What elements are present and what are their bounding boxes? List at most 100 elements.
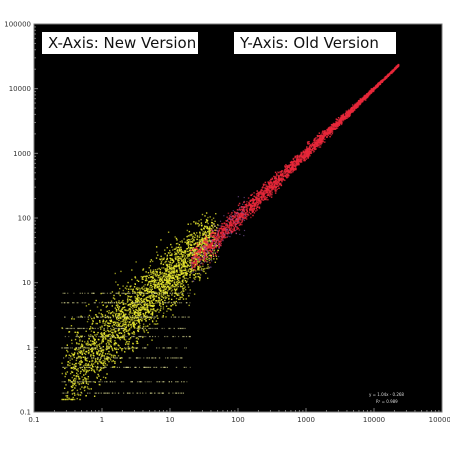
scatter-point-band xyxy=(111,381,113,383)
scatter-point-new xyxy=(172,286,174,288)
scatter-point-new xyxy=(178,249,181,251)
scatter-point-new xyxy=(148,267,150,269)
scatter-point-new xyxy=(130,295,133,298)
scatter-point-new xyxy=(69,364,71,367)
scatter-point-new xyxy=(120,361,122,363)
scatter-point-new xyxy=(177,242,179,245)
scatter-point-new xyxy=(159,290,162,292)
scatter-point-old xyxy=(255,202,258,205)
scatter-point-band xyxy=(165,302,167,304)
scatter-point-new xyxy=(214,242,216,245)
scatter-point-new xyxy=(87,340,89,342)
scatter-point-new xyxy=(207,251,209,253)
scatter-point-new xyxy=(155,275,157,277)
scatter-point-old xyxy=(221,233,223,235)
scatter-point-band xyxy=(152,316,154,318)
scatter-point-new xyxy=(142,269,144,271)
scatter-point-band xyxy=(89,335,91,338)
scatter-point-new xyxy=(180,292,182,294)
scatter-point-new xyxy=(204,232,206,234)
scatter-point-new xyxy=(135,301,137,303)
scatter-point-new xyxy=(147,331,149,334)
scatter-point-new xyxy=(195,272,197,275)
scatter-point-new xyxy=(106,355,108,358)
scatter-point-old xyxy=(220,233,222,235)
scatter-point-new xyxy=(186,262,188,265)
scatter-point-band xyxy=(76,302,78,304)
scatter-point-band xyxy=(110,292,112,294)
scatter-point-band xyxy=(189,366,191,368)
scatter-point-new xyxy=(141,291,144,294)
scatter-point-new xyxy=(181,240,183,242)
scatter-point-new xyxy=(82,347,84,349)
scatter-point-new xyxy=(96,346,98,348)
scatter-point-new xyxy=(162,281,164,284)
scatter-point-new xyxy=(110,300,113,302)
scatter-point-new xyxy=(198,248,201,251)
scatter-point-band xyxy=(81,381,83,383)
scatter-point-new xyxy=(183,269,185,272)
scatter-point-old xyxy=(226,216,228,218)
scatter-point-band xyxy=(174,357,176,359)
scatter-point-new xyxy=(171,262,173,264)
scatter-point-band xyxy=(95,392,97,394)
scatter-point-new xyxy=(74,380,77,382)
scatter-point-band xyxy=(164,292,166,294)
scatter-point-old xyxy=(262,194,264,196)
scatter-point-new xyxy=(181,294,184,296)
scatter-point-old xyxy=(323,133,326,135)
scatter-point-new xyxy=(108,310,110,312)
scatter-point-new xyxy=(192,240,194,242)
scatter-point-new xyxy=(179,282,182,285)
scatter-point-new xyxy=(131,315,134,317)
scatter-point-new xyxy=(73,383,76,385)
scatter-point-old xyxy=(335,123,338,125)
scatter-point-new xyxy=(213,223,215,225)
scatter-point-new xyxy=(114,322,117,324)
scatter-point-new xyxy=(102,360,104,362)
scatter-point-old xyxy=(306,147,308,150)
scatter-point-new xyxy=(190,267,192,270)
scatter-point-new xyxy=(164,283,166,286)
scatter-point-new xyxy=(168,288,171,291)
scatter-point-new xyxy=(137,310,140,312)
scatter-point-band xyxy=(154,335,156,338)
scatter-point-new xyxy=(200,228,202,231)
scatter-point-band xyxy=(79,381,81,383)
scatter-point-new xyxy=(119,316,121,318)
scatter-point-new xyxy=(110,346,112,348)
scatter-point-band xyxy=(76,357,78,359)
scatter-point-new xyxy=(177,279,180,281)
scatter-point-new xyxy=(96,306,99,308)
scatter-point-new xyxy=(183,287,185,289)
scatter-point-new xyxy=(166,292,168,294)
scatter-point-band xyxy=(76,316,78,318)
scatter-point-old xyxy=(335,121,337,123)
scatter-point-old xyxy=(310,145,313,147)
scatter-point-new xyxy=(105,347,107,350)
scatter-point-new xyxy=(160,305,162,308)
scatter-point-new xyxy=(179,277,181,279)
scatter-point-old xyxy=(210,233,212,236)
scatter-point-new xyxy=(190,238,193,240)
scatter-point-new xyxy=(151,301,153,304)
scatter-point-new xyxy=(191,280,194,283)
scatter-point-band xyxy=(114,392,116,394)
scatter-point-band xyxy=(121,381,123,383)
scatter-point-new xyxy=(186,280,188,282)
scatter-point-new xyxy=(159,278,161,280)
scatter-point-old xyxy=(292,169,295,172)
scatter-point-band xyxy=(135,302,137,304)
scatter-point-new xyxy=(143,275,145,278)
scatter-point-new xyxy=(150,294,152,297)
scatter-point-old xyxy=(323,131,325,134)
scatter-point-band xyxy=(81,392,83,394)
scatter-point-band xyxy=(182,292,184,294)
scatter-point-new xyxy=(126,340,128,343)
scatter-point-new xyxy=(143,307,145,310)
scatter-point-band xyxy=(94,302,96,304)
scatter-point-old xyxy=(303,159,305,162)
scatter-point-band xyxy=(84,357,87,359)
scatter-point-band xyxy=(154,357,156,359)
scatter-point-old xyxy=(215,254,217,256)
